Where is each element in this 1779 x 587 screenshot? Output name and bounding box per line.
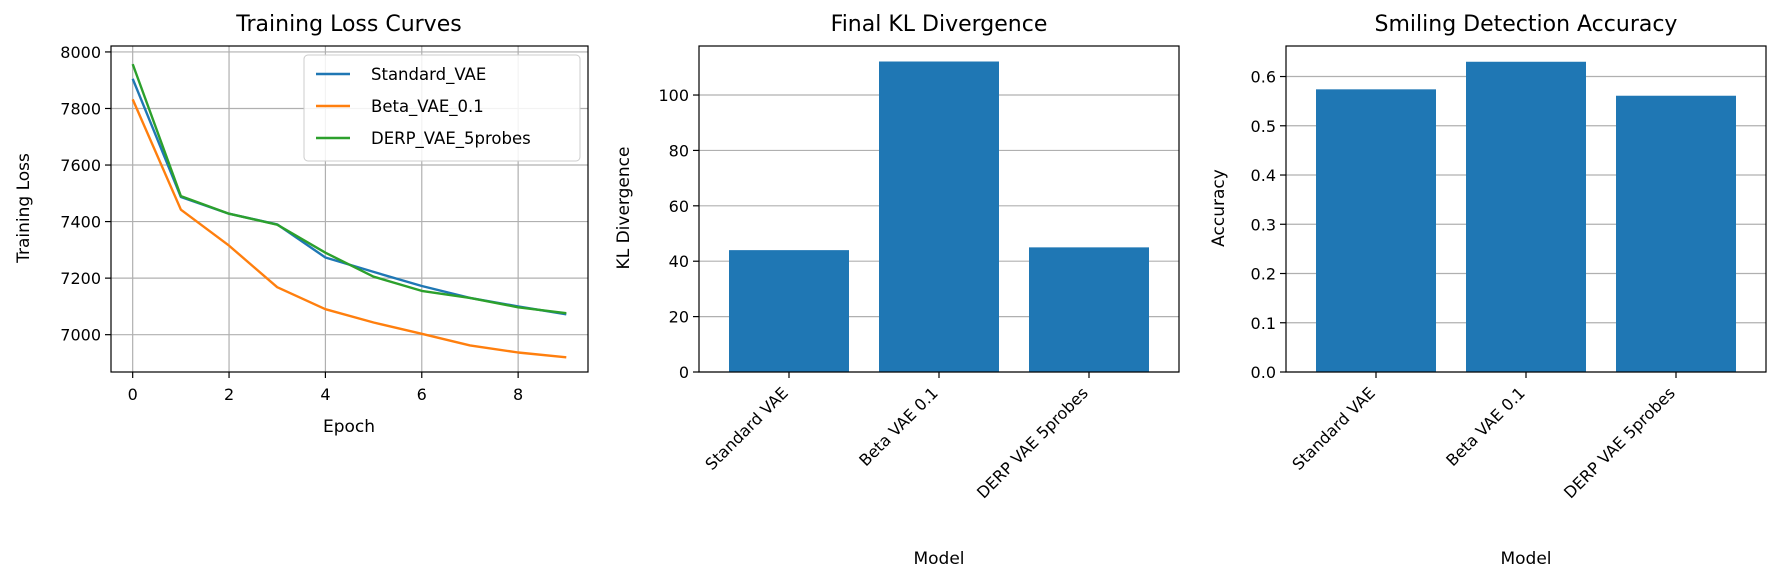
y-tick-label: 0.0 (1251, 363, 1276, 382)
y-tick-label: 0.5 (1251, 117, 1276, 136)
legend-label-standard-vae: Standard_VAE (371, 65, 486, 85)
y-tick-label: 0.6 (1251, 68, 1276, 87)
legend-label-derp-vae: DERP_VAE_5probes (371, 129, 531, 149)
x-tick-label: 0 (128, 385, 138, 404)
y-tick-label: 7400 (60, 213, 101, 232)
y-axis-label: Accuracy (1209, 169, 1229, 247)
bar-standard-vae (1316, 89, 1436, 372)
y-tick-label: 40 (669, 252, 689, 271)
axis-ticks: 7000 7200 7400 7600 7800 8000 0 2 4 6 8 (60, 43, 523, 404)
series-lines (131, 63, 567, 359)
bar-beta-vae-0-1 (1466, 61, 1586, 373)
legend-label-beta-vae: Beta_VAE_0.1 (371, 97, 484, 117)
y-tick-label: 0.2 (1251, 265, 1276, 284)
chart-title: Smiling Detection Accuracy (1375, 12, 1678, 37)
y-tick-label: 0 (679, 363, 689, 382)
x-tick-label: 8 (513, 385, 523, 404)
y-tick-label: 0.4 (1251, 166, 1276, 185)
x-axis-label: Model (913, 549, 964, 569)
y-tick-label: 100 (658, 86, 689, 105)
x-tick-label: 6 (417, 385, 427, 404)
y-axis-label: Training Loss (14, 153, 34, 264)
legend-box (303, 54, 581, 162)
bar-standard-vae (729, 250, 849, 372)
chart-title: Training Loss Curves (235, 12, 461, 37)
y-tick-label: 7000 (60, 326, 101, 345)
plot-frame (110, 45, 589, 373)
chart-title: Final KL Divergence (831, 12, 1048, 37)
y-tick-label: 7600 (60, 156, 101, 175)
training-loss-panel: Training Loss Curves Epoch Training Loss… (14, 12, 589, 437)
bars (729, 61, 1149, 372)
y-tick-label: 0.3 (1251, 215, 1276, 234)
bar-derp-vae-5probes (1029, 247, 1149, 372)
y-tick-label: 20 (669, 308, 689, 327)
y-tick-label: 80 (669, 141, 689, 160)
y-tick-label: 60 (669, 197, 689, 216)
bars (1316, 61, 1736, 373)
x-axis-label: Epoch (323, 417, 375, 437)
y-tick-label: 7800 (60, 99, 101, 118)
y-axis-label: KL Divergence (614, 147, 634, 270)
y-tick-label: 7200 (60, 269, 101, 288)
x-tick-label: 4 (320, 385, 330, 404)
y-tick-label: 0.1 (1251, 314, 1276, 333)
x-tick-label: 2 (224, 385, 234, 404)
bar-beta-vae-0-1 (879, 61, 999, 372)
series-line-derp-vae-5probes (131, 63, 567, 315)
legend: Standard_VAE Beta_VAE_0.1 DERP_VAE_5prob… (303, 54, 581, 162)
bar-derp-vae-5probes (1616, 95, 1736, 373)
series-line-beta-vae-0-1 (131, 98, 567, 359)
x-axis-label: Model (1500, 549, 1551, 569)
y-tick-label: 8000 (60, 43, 101, 62)
